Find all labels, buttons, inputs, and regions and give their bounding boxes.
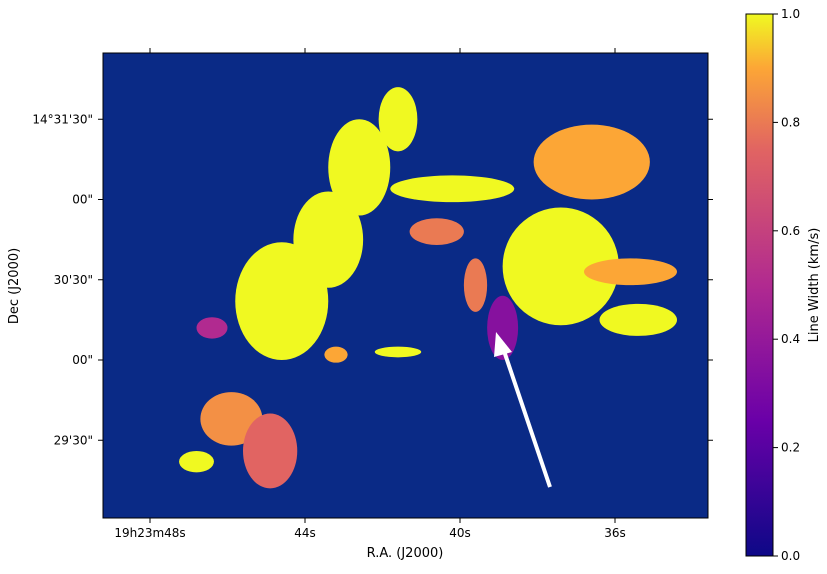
y-tick-label: 14°31'30": [32, 112, 93, 126]
emission-region: [390, 175, 515, 203]
x-tick-label: 36s: [604, 526, 626, 540]
emission-region: [179, 450, 214, 473]
y-tick-label: 00": [72, 353, 93, 367]
colorbar-tick-label: 0.0: [781, 549, 800, 563]
emission-region: [324, 346, 348, 363]
colorbar-tick-label: 0.4: [781, 332, 800, 346]
colorbar-tick-label: 0.8: [781, 115, 800, 129]
arrow-shaft: [501, 347, 552, 488]
y-axis-ticks: 14°31'30" 00" 30'30" 00" 29'30": [32, 112, 713, 447]
y-tick-label: 00": [72, 193, 93, 207]
y-tick-label: 30'30": [54, 273, 93, 287]
x-tick-label: 40s: [449, 526, 471, 540]
emission-region: [409, 218, 464, 245]
emission-region: [502, 207, 619, 326]
colorbar-tick-label: 0.2: [781, 441, 800, 455]
emission-regions: [179, 87, 677, 489]
x-axis-label: R.A. (J2000): [367, 546, 444, 561]
y-axis-label: Dec (J2000): [7, 248, 22, 324]
emission-region: [196, 317, 228, 339]
emission-region: [378, 87, 418, 152]
colorbar-label: Line Width (km/s): [807, 228, 822, 343]
plot-frame: [102, 52, 709, 519]
emission-region: [533, 124, 650, 200]
arrow-head: [494, 332, 512, 357]
x-tick-label: 44s: [294, 526, 316, 540]
annotation-arrow: [494, 332, 552, 488]
emission-region: [328, 119, 391, 216]
emission-region: [584, 258, 677, 286]
x-axis-ticks: 19h23m48s 44s 40s 36s: [114, 48, 626, 540]
colorbar-tick-label: 0.6: [781, 224, 800, 238]
emission-region: [487, 295, 519, 360]
colorbar-tick-label: 1.0: [781, 7, 800, 21]
emission-region: [374, 346, 422, 358]
colorbar-ticks: 0.0 0.2 0.4 0.6 0.8 1.0: [773, 7, 800, 563]
x-tick-label: 19h23m48s: [114, 526, 185, 540]
y-tick-label: 29'30": [54, 433, 93, 447]
colorbar: [745, 13, 774, 557]
emission-region: [463, 258, 488, 312]
emission-region: [599, 303, 677, 336]
emission-region: [293, 191, 364, 288]
emission-region: [243, 413, 298, 489]
